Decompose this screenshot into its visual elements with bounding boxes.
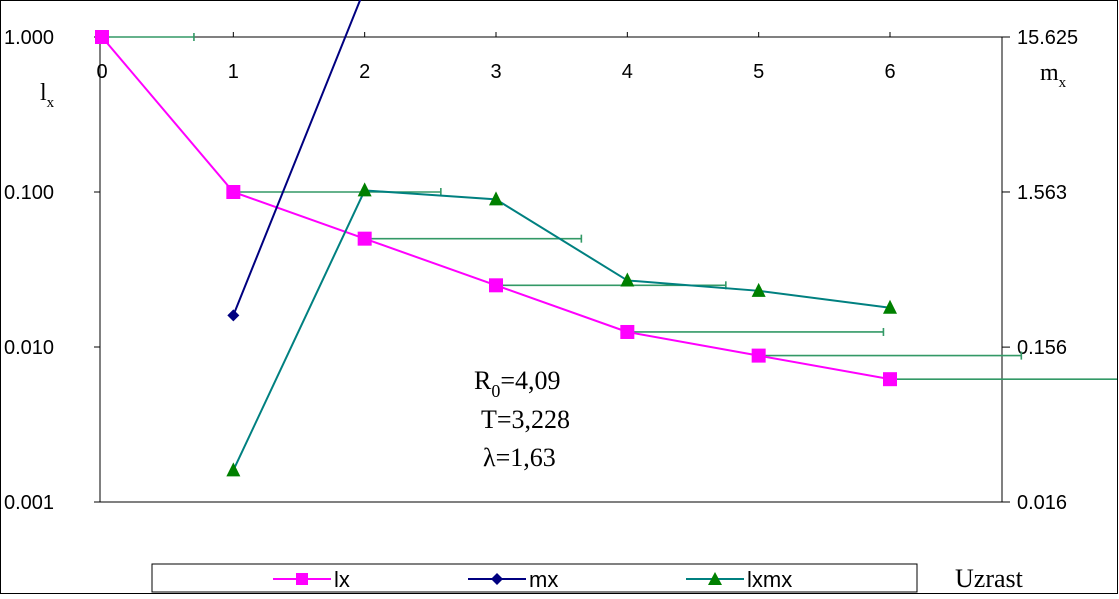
- marker-lx: [751, 348, 766, 363]
- marker-lx: [883, 372, 897, 387]
- x-tick-label: 4: [622, 61, 633, 83]
- right-tick-label: 1.563: [1017, 182, 1067, 204]
- marker-lxmx: [226, 462, 241, 477]
- x-tick-label: 0: [96, 61, 107, 83]
- marker-lxmx: [357, 182, 372, 197]
- marker-lx: [620, 324, 635, 339]
- annotation-r0: R0=4,09: [474, 366, 561, 401]
- right-tick-label: 15.625: [1017, 27, 1078, 49]
- legend-label-lxmx: lxmx: [747, 567, 792, 592]
- x-tick-label: 6: [884, 61, 895, 83]
- left-tick-label: 1.000: [4, 27, 54, 49]
- legend-label-mx: mx: [529, 567, 558, 592]
- marker-lx: [489, 278, 503, 293]
- marker-lx: [357, 231, 372, 246]
- x-tick-label: 1: [228, 61, 239, 83]
- marker-lx: [226, 185, 241, 199]
- annotation-lambda: λ=1,63: [483, 443, 556, 472]
- marker-lx: [95, 30, 109, 44]
- annotation-t: T=3,228: [481, 405, 570, 434]
- legend-label-lx: lx: [334, 567, 350, 592]
- legend-item-lx: lx: [273, 567, 350, 592]
- series-line-lxmx: [232, 189, 891, 471]
- x-tick-label: 2: [359, 61, 370, 83]
- legend-marker-mx: [491, 573, 503, 585]
- x-tick-label: 5: [753, 61, 764, 83]
- marker-lxmx: [883, 299, 897, 314]
- plot-area: [99, 36, 1003, 503]
- left-tick-label: 0.010: [4, 337, 54, 359]
- right-axis-label: mx: [1040, 60, 1067, 91]
- left-tick-label: 0.001: [4, 492, 54, 514]
- legend: lx mx lxmx: [151, 563, 918, 593]
- right-tick-label: 0.156: [1017, 337, 1067, 359]
- legend-item-mx: mx: [468, 567, 558, 592]
- marker-lxmx: [489, 191, 503, 206]
- right-tick-label: 0.016: [1017, 492, 1067, 514]
- marker-mx: [227, 309, 240, 322]
- left-tick-label: 0.100: [4, 182, 54, 204]
- x-tick-label: 3: [490, 61, 501, 83]
- series-line-mx: [232, 0, 362, 316]
- marker-lxmx: [751, 282, 766, 297]
- left-axis-label: lx: [40, 80, 55, 111]
- legend-item-lxmx: lxmx: [686, 567, 792, 592]
- legend-marker-lx: [296, 573, 308, 585]
- x-axis-label: Uzrast: [955, 564, 1024, 593]
- legend-marker-lxmx: [708, 572, 722, 585]
- marker-lxmx: [620, 272, 635, 287]
